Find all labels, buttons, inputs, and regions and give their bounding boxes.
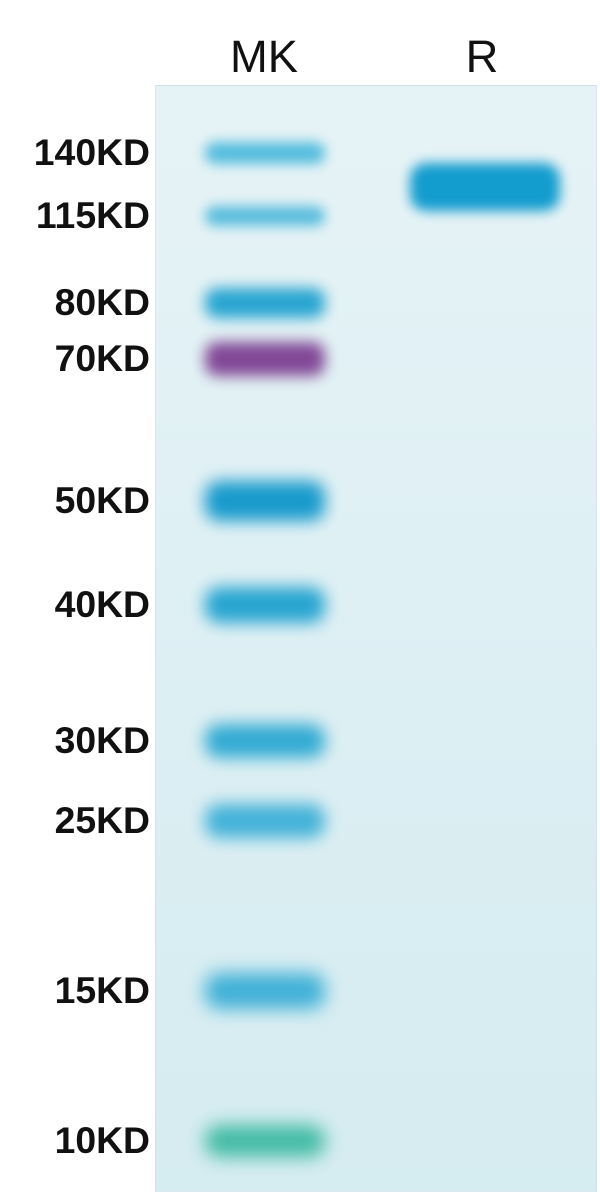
lane-header-marker: MK bbox=[184, 31, 344, 83]
mw-label: 10KD bbox=[55, 1119, 150, 1162]
mw-label: 30KD bbox=[55, 719, 150, 762]
gel-band-marker bbox=[205, 206, 325, 226]
mw-label: 50KD bbox=[55, 479, 150, 522]
mw-label: 15KD bbox=[55, 969, 150, 1012]
gel-band-marker bbox=[205, 142, 325, 164]
mw-label: 140KD bbox=[34, 131, 150, 174]
gel-band-marker bbox=[205, 804, 325, 838]
mw-label: 40KD bbox=[55, 583, 150, 626]
lane-header-sample: R bbox=[402, 31, 562, 83]
gel-band-marker bbox=[205, 973, 325, 1009]
gel-band-marker bbox=[205, 342, 325, 376]
gel-band-marker bbox=[205, 288, 325, 318]
gel-band-marker bbox=[205, 1125, 325, 1157]
gel-background bbox=[155, 85, 597, 1192]
mw-label: 70KD bbox=[55, 337, 150, 380]
gel-band-marker bbox=[205, 587, 325, 623]
gel-figure: MK R 140KD 115KD 80KD 70KD 50KD 40KD 30KD 25KD 15K… bbox=[0, 0, 600, 1195]
gel-band-marker bbox=[205, 724, 325, 758]
gel-band-sample bbox=[410, 163, 560, 211]
mw-label: 25KD bbox=[55, 799, 150, 842]
mw-label: 80KD bbox=[55, 281, 150, 324]
mw-label: 115KD bbox=[36, 194, 150, 237]
gel-band-marker bbox=[205, 481, 325, 521]
